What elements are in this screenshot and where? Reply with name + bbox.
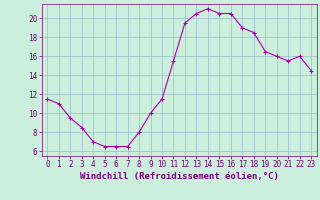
X-axis label: Windchill (Refroidissement éolien,°C): Windchill (Refroidissement éolien,°C) [80,172,279,181]
